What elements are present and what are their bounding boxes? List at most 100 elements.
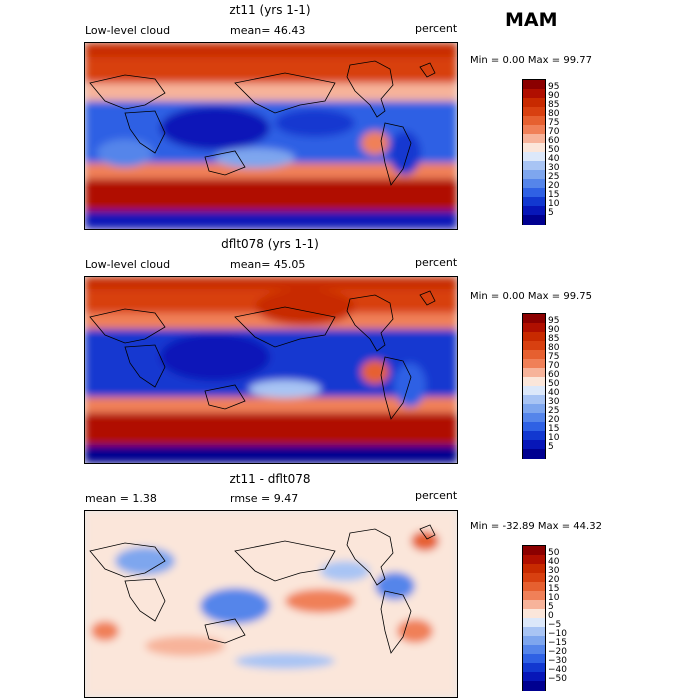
panel-2-variable-label: Low-level cloud [85,258,171,271]
panel-3-title: zt11 - dflt078 [229,472,311,486]
colorbar-swatch [523,206,545,216]
colorbar-swatch [523,555,545,565]
panel-1-variable-label: Low-level cloud [85,24,171,37]
colorbar-tick-label: −15 [548,638,567,648]
colorbar-swatch [523,609,545,619]
panel-1-minmax: Min = 0.00 Max = 99.77 [470,55,592,66]
colorbar-tick-label: 60 [548,370,560,380]
colorbar-tick-label: 80 [548,343,560,353]
colorbar-tick-label: 30 [548,397,560,407]
panel-3-minmax: Min = -32.89 Max = 44.32 [470,521,602,532]
panel-2-colorbar [522,313,546,459]
colorbar-swatch [523,125,545,135]
colorbar-tick-label: 10 [548,199,560,209]
colorbar-swatch [523,582,545,592]
colorbar-tick-label: 20 [548,575,560,585]
colorbar-swatch [523,564,545,574]
panel-2-mean: mean= 45.05 [230,258,306,271]
colorbar-swatch [523,546,545,556]
colorbar-swatch [523,422,545,432]
colorbar-tick-label: −40 [548,665,567,675]
colorbar-swatch [523,377,545,387]
colorbar-swatch [523,618,545,628]
colorbar-swatch [523,188,545,198]
colorbar-tick-label: −20 [548,647,567,657]
panel-2-title: dflt078 (yrs 1-1) [221,237,319,251]
colorbar-swatch [523,681,545,691]
colorbar-swatch [523,116,545,126]
colorbar-swatch [523,395,545,405]
colorbar-swatch [523,215,545,225]
colorbar-tick-label: 40 [548,388,560,398]
colorbar-tick-label: 15 [548,584,560,594]
colorbar-swatch [523,573,545,583]
colorbar-swatch [523,368,545,378]
colorbar-swatch [523,98,545,108]
colorbar-swatch [523,89,545,99]
colorbar-swatch [523,143,545,153]
colorbar-tick-label: 50 [548,379,560,389]
colorbar-swatch [523,359,545,369]
colorbar-swatch [523,413,545,423]
colorbar-tick-label: 70 [548,361,560,371]
colorbar-swatch [523,179,545,189]
panel-3-mean: mean = 1.38 [85,492,157,505]
colorbar-swatch [523,386,545,396]
colorbar-swatch [523,440,545,450]
colorbar-tick-label: −50 [548,674,567,684]
panel-3-colorbar [522,545,546,691]
colorbar-tick-label: 80 [548,109,560,119]
colorbar-tick-label: 85 [548,100,560,110]
colorbar-tick-label: −30 [548,656,567,666]
colorbar-swatch [523,197,545,207]
colorbar-tick-label: 85 [548,334,560,344]
colorbar-swatch [523,170,545,180]
colorbar-swatch [523,314,545,324]
panel-3-rmse: rmse = 9.47 [230,492,299,505]
colorbar-tick-label: 50 [548,548,560,558]
colorbar-tick-label: 10 [548,593,560,603]
colorbar-tick-label: 30 [548,163,560,173]
colorbar-tick-label: 0 [548,611,554,621]
colorbar-swatch [523,341,545,351]
colorbar-tick-label: 40 [548,154,560,164]
colorbar-tick-label: −5 [548,620,562,630]
panel-3-map [84,510,458,698]
colorbar-swatch [523,404,545,414]
colorbar-tick-label: 95 [548,316,560,326]
panel-2-map [84,276,458,464]
colorbar-swatch [523,600,545,610]
panel-3-units: percent [415,489,458,502]
panel-1-units: percent [415,22,458,35]
colorbar-swatch [523,152,545,162]
colorbar-tick-label: 25 [548,172,560,182]
colorbar-tick-label: 50 [548,145,560,155]
colorbar-tick-label: 25 [548,406,560,416]
colorbar-tick-label: 70 [548,127,560,137]
colorbar-swatch [523,431,545,441]
colorbar-tick-label: 10 [548,433,560,443]
panel-1-map [84,42,458,230]
colorbar-tick-label: 90 [548,325,560,335]
colorbar-tick-label: 5 [548,602,554,612]
colorbar-tick-label: 20 [548,181,560,191]
colorbar-tick-label: −10 [548,629,567,639]
colorbar-tick-label: 20 [548,415,560,425]
colorbar-tick-label: 40 [548,557,560,567]
colorbar-swatch [523,323,545,333]
colorbar-swatch [523,645,545,655]
colorbar-swatch [523,350,545,360]
colorbar-swatch [523,80,545,90]
panel-1-title: zt11 (yrs 1-1) [229,3,311,17]
colorbar-tick-label: 90 [548,91,560,101]
colorbar-swatch [523,332,545,342]
panel-2-units: percent [415,256,458,269]
panel-2-minmax: Min = 0.00 Max = 99.75 [470,291,592,302]
colorbar-tick-label: 60 [548,136,560,146]
colorbar-swatch [523,627,545,637]
colorbar-tick-label: 15 [548,190,560,200]
colorbar-swatch [523,591,545,601]
colorbar-swatch [523,663,545,673]
colorbar-tick-label: 95 [548,82,560,92]
panel-1-mean: mean= 46.43 [230,24,306,37]
